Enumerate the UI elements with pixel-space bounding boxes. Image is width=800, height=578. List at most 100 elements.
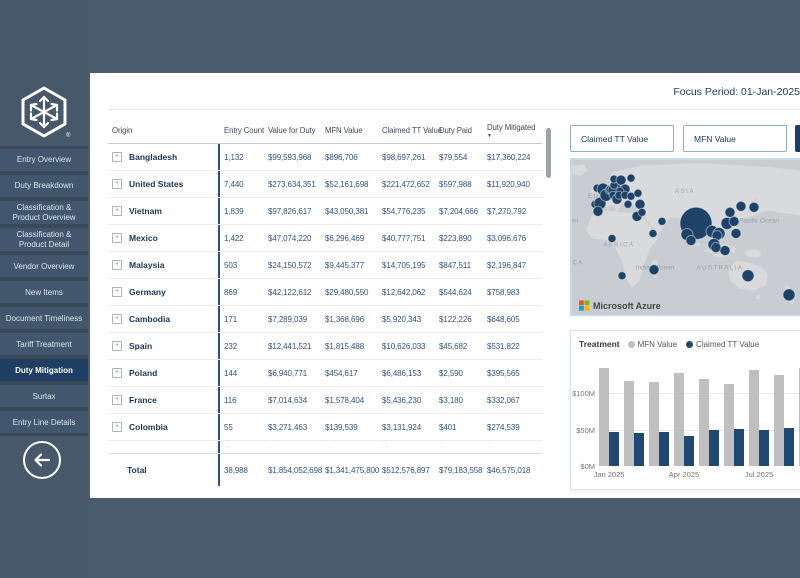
column-header-duty-paid[interactable]: Duty Paid <box>439 126 472 135</box>
expand-icon[interactable]: + <box>112 179 122 189</box>
cell-value: 869 <box>224 287 238 297</box>
sidebar-item-entry-overview[interactable]: Entry Overview <box>0 149 88 171</box>
table-row-colombia[interactable]: + Colombia 55 $3,271,463 $139,539 $3,131,924 $… <box>108 414 542 441</box>
table-row-germany[interactable]: + Germany 869 $42,122,612 $29,480,550 $12,642… <box>108 279 542 306</box>
map-bubble[interactable] <box>648 264 660 276</box>
header-divider <box>108 109 800 110</box>
sidebar-item-duty-mitigation[interactable]: Duty Mitigation <box>0 359 88 382</box>
map-bubble[interactable] <box>623 199 633 209</box>
table-scrollbar-thumb[interactable] <box>546 128 551 178</box>
bar-claimed-tt-value-apr-2025[interactable] <box>684 436 694 466</box>
bar-mfn-value-jan-2025[interactable] <box>599 368 609 466</box>
column-header-claimed-tt-value[interactable]: Claimed TT Value <box>382 126 442 135</box>
map-bubble[interactable] <box>719 245 731 257</box>
bar-claimed-tt-value-may-2025[interactable] <box>709 430 719 466</box>
column-header-entry-count[interactable]: Entry Count <box>224 126 265 135</box>
map-bubble[interactable] <box>607 233 617 244</box>
table-row-bangladesh[interactable]: + Bangladesh 1,132 $99,593,968 $896,706 $98,6… <box>108 144 542 171</box>
map-bubble[interactable] <box>648 228 658 239</box>
map-bubble[interactable] <box>741 269 755 283</box>
expand-icon[interactable]: + <box>112 260 122 270</box>
total-label: Total <box>127 465 147 475</box>
map-bubble[interactable] <box>592 205 604 217</box>
clipped-cell: ··· <box>382 443 389 451</box>
sidebar-item-surtax[interactable]: Surtax <box>0 385 88 408</box>
bar-mfn-value-may-2025[interactable] <box>699 379 709 466</box>
map-bubble[interactable] <box>634 198 646 210</box>
bar-mfn-value-mar-2025[interactable] <box>649 382 659 466</box>
table-row-malaysia[interactable]: + Malaysia 503 $24,150,572 $9,445,377 $14,705… <box>108 252 542 279</box>
table-row-vietnam[interactable]: + Vietnam 1,839 $97,826,617 $43,050,381 $54,7… <box>108 198 542 225</box>
bar-claimed-tt-value-jun-2025[interactable] <box>734 428 744 466</box>
bar-mfn-value-aug-2025[interactable] <box>774 375 784 466</box>
sidebar-item-document-timeliness[interactable]: Document Timeliness <box>0 307 88 330</box>
table-row-france[interactable]: + France 116 $7,014,634 $1,578,404 $5,436,230… <box>108 387 542 414</box>
map-bubble[interactable] <box>735 200 747 212</box>
cell-value: $12,441,521 <box>268 341 312 351</box>
sidebar-item-entry-line-details[interactable]: Entry Line Details <box>0 411 88 434</box>
map-bubble[interactable] <box>637 207 647 217</box>
sidebar-item-vendor-overview[interactable]: Vendor Overview <box>0 255 88 278</box>
map-bubble[interactable] <box>728 215 740 227</box>
column-header-origin[interactable]: Origin <box>112 126 133 135</box>
expand-icon[interactable]: + <box>112 233 122 243</box>
x-axis-tick: Apr 2025 <box>668 470 700 479</box>
cell-value: $648,605 <box>487 314 520 324</box>
x-axis-tick: Jul 2025 <box>744 470 774 479</box>
map-bubble[interactable] <box>730 227 742 240</box>
map-bubble[interactable] <box>782 288 796 302</box>
expand-icon[interactable]: + <box>112 422 122 432</box>
table-row-poland[interactable]: + Poland 144 $6,940,771 $454,617 $6,486,153 $2… <box>108 360 542 387</box>
cell-value: $7,014,634 <box>268 395 308 405</box>
expand-icon[interactable]: + <box>112 314 122 324</box>
map-bubble[interactable] <box>685 234 697 247</box>
column-header-duty-mitigated[interactable]: Duty Mitigated ▼ <box>483 117 542 143</box>
slicer-claimed-tt-value[interactable]: Claimed TT Value <box>570 125 674 152</box>
bar-claimed-tt-value-aug-2025[interactable] <box>784 428 794 466</box>
sidebar-item-classification-product-detail[interactable]: Classification & Product Detail <box>0 228 88 252</box>
expand-icon[interactable]: + <box>112 368 122 378</box>
column-header-mfn-value[interactable]: MFN Value <box>325 126 363 135</box>
bar-mfn-value-feb-2025[interactable] <box>624 380 634 466</box>
map-bubble[interactable] <box>748 201 760 213</box>
back-button[interactable] <box>23 441 61 479</box>
sidebar-item-tariff-treatment[interactable]: Tariff Treatment <box>0 333 88 356</box>
map-bubble[interactable] <box>710 242 722 254</box>
expand-icon[interactable]: + <box>112 341 122 351</box>
bar-mfn-value-apr-2025[interactable] <box>674 372 684 466</box>
table-row-cambodia[interactable]: + Cambodia 171 $7,289,039 $1,368,696 $5,920,3… <box>108 306 542 333</box>
expand-icon[interactable]: + <box>112 206 122 216</box>
report-canvas: Focus Period: 01-Jan-2025 Origin Entry Co… <box>90 73 800 498</box>
map-bubble[interactable] <box>633 188 643 198</box>
table-row-mexico[interactable]: + Mexico 1,422 $47,074,220 $6,296,469 $40,777… <box>108 225 542 252</box>
map-bubble[interactable] <box>657 216 667 226</box>
bar-claimed-tt-value-feb-2025[interactable] <box>634 433 644 466</box>
cell-value: $40,777,751 <box>382 233 426 243</box>
expand-icon[interactable]: + <box>112 152 122 162</box>
dark-action-button[interactable]: D <box>795 125 800 152</box>
origin-label: Germany <box>129 287 166 297</box>
expand-icon[interactable]: + <box>112 395 122 405</box>
map-bubble[interactable] <box>724 206 736 218</box>
table-row-united-states[interactable]: + United States 7,440 $273,634,351 $52,161,6… <box>108 171 542 198</box>
legend-item-claimed-tt-value[interactable]: Claimed TT Value <box>686 340 759 349</box>
bar-mfn-value-jun-2025[interactable] <box>724 383 734 466</box>
cell-value: $42,122,612 <box>268 287 312 297</box>
sidebar-item-duty-breakdown[interactable]: Duty Breakdown <box>0 175 88 197</box>
cell-value: $1,815,488 <box>325 341 365 351</box>
bar-claimed-tt-value-jan-2025[interactable] <box>609 431 619 466</box>
bar-claimed-tt-value-mar-2025[interactable] <box>659 432 669 466</box>
sidebar-item-new-items[interactable]: New Items <box>0 281 88 304</box>
bar-claimed-tt-value-jul-2025[interactable] <box>759 429 769 466</box>
map-bubble[interactable] <box>615 174 627 186</box>
bar-mfn-value-jul-2025[interactable] <box>749 370 759 466</box>
column-header-value-for-duty[interactable]: Value for Duty <box>268 126 316 135</box>
legend-item-mfn-value[interactable]: MFN Value <box>627 340 677 349</box>
table-row-spain[interactable]: + Spain 232 $12,441,521 $1,815,488 $10,626,03… <box>108 333 542 360</box>
sidebar-item-classification-product-overview[interactable]: Classification & Product Overview <box>0 201 88 225</box>
map-bubble[interactable] <box>626 173 636 183</box>
slicer-mfn-value[interactable]: MFN Value <box>683 125 787 152</box>
expand-icon[interactable]: + <box>112 287 122 297</box>
legend-dot-icon <box>627 340 635 348</box>
map-bubble[interactable] <box>617 271 627 281</box>
